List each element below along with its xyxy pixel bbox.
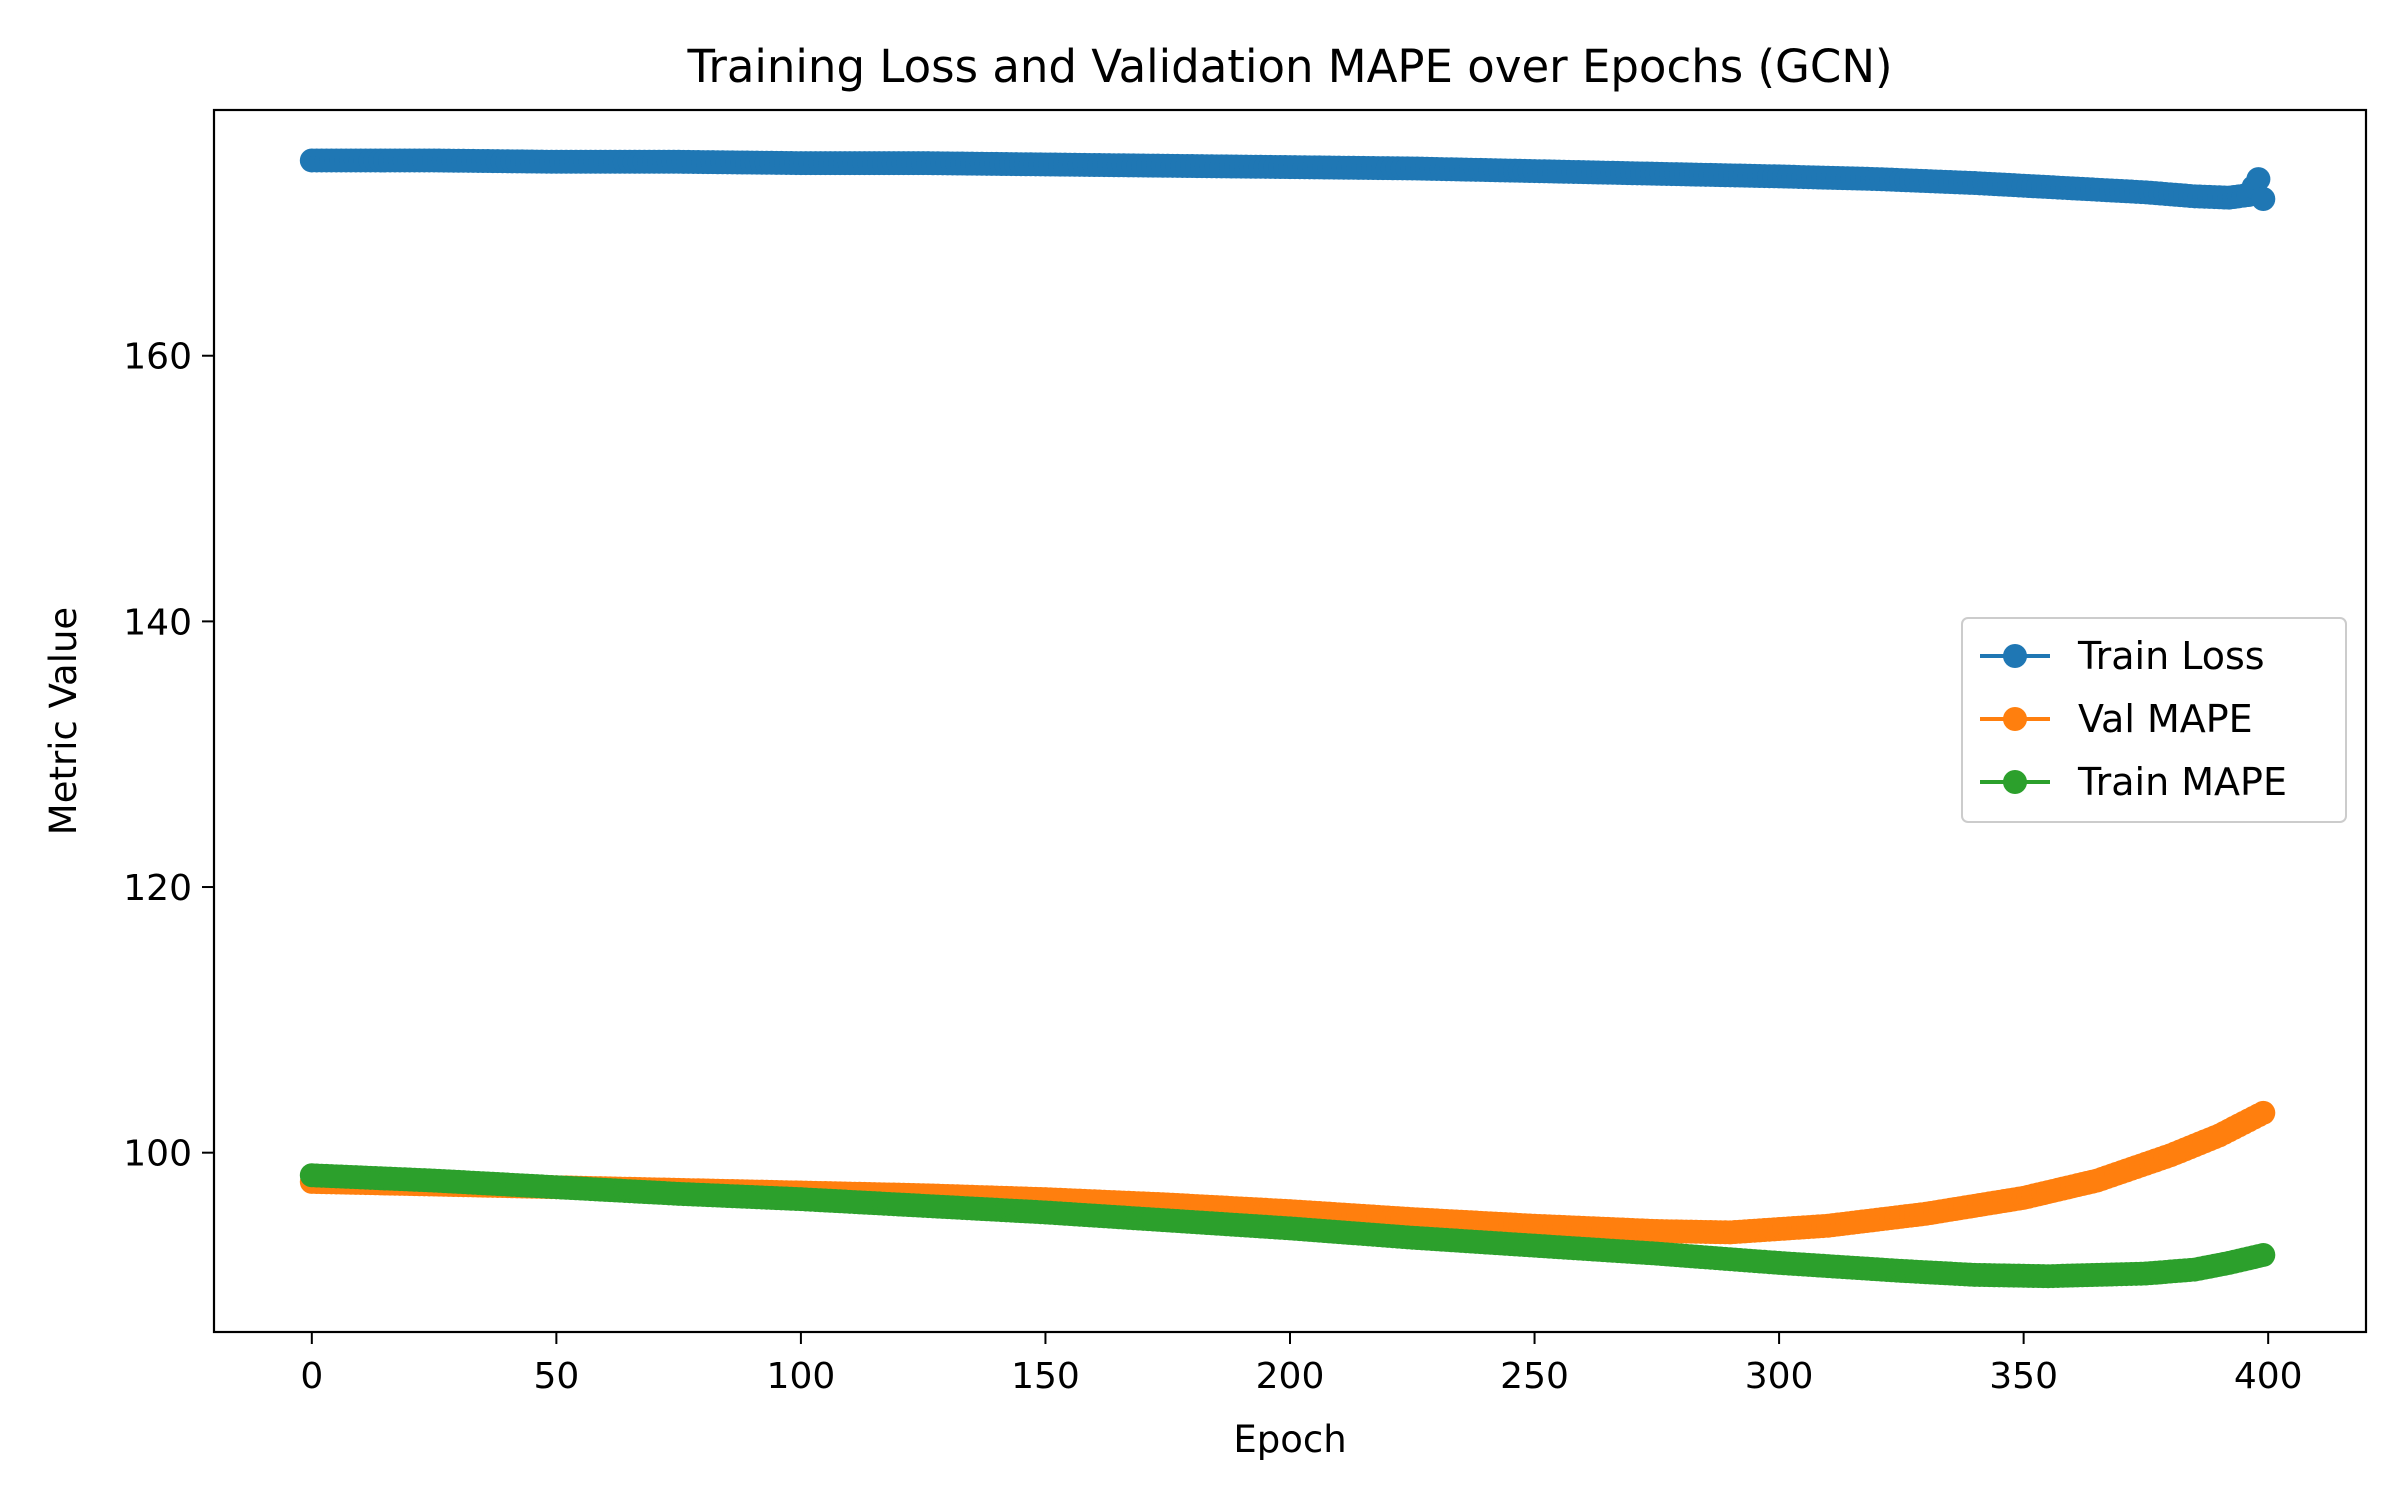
series-train-loss bbox=[299, 148, 2276, 211]
legend: Train Loss Val MAPE Train MAPE bbox=[1961, 617, 2347, 823]
y-tick-label: 160 bbox=[123, 337, 192, 378]
x-tick-label: 300 bbox=[1745, 1356, 1814, 1397]
x-tick-label: 0 bbox=[300, 1356, 323, 1397]
x-tick-label: 150 bbox=[1011, 1356, 1080, 1397]
y-tick-label: 120 bbox=[123, 868, 192, 909]
y-tick-label: 100 bbox=[123, 1134, 192, 1175]
x-tick-label: 50 bbox=[533, 1356, 579, 1397]
legend-box bbox=[1961, 617, 2347, 823]
data-point bbox=[2246, 167, 2271, 192]
legend-label: Val MAPE bbox=[2078, 697, 2253, 741]
legend-label: Train MAPE bbox=[2077, 760, 2287, 804]
legend-label: Train Loss bbox=[2077, 634, 2265, 678]
legend-item: Train MAPE bbox=[1980, 760, 2287, 804]
x-axis-label: Epoch bbox=[1233, 1418, 1346, 1461]
y-axis-label: Metric Value bbox=[42, 607, 85, 835]
legend-marker bbox=[2003, 707, 2027, 731]
x-tick-label: 400 bbox=[2234, 1356, 2303, 1397]
series-train-mape bbox=[299, 1163, 2276, 1289]
data-point bbox=[2251, 1242, 2276, 1267]
series-layer bbox=[299, 148, 2276, 1289]
data-point bbox=[2251, 186, 2276, 211]
data-point bbox=[2251, 1100, 2276, 1125]
y-tick-label: 140 bbox=[123, 602, 192, 643]
legend-marker bbox=[2003, 770, 2027, 794]
y-axis: 100 120 140 160 bbox=[123, 337, 214, 1175]
chart-title: Training Loss and Validation MAPE over E… bbox=[686, 40, 1892, 93]
x-tick-label: 100 bbox=[767, 1356, 836, 1397]
legend-marker bbox=[2003, 644, 2027, 668]
x-tick-label: 200 bbox=[1256, 1356, 1325, 1397]
x-tick-label: 250 bbox=[1500, 1356, 1569, 1397]
legend-item: Val MAPE bbox=[1980, 697, 2253, 741]
x-tick-label: 350 bbox=[1989, 1356, 2058, 1397]
x-axis: 0 50 100 150 200 250 300 350 400 bbox=[300, 1332, 2303, 1397]
legend-item: Train Loss bbox=[1980, 634, 2265, 678]
